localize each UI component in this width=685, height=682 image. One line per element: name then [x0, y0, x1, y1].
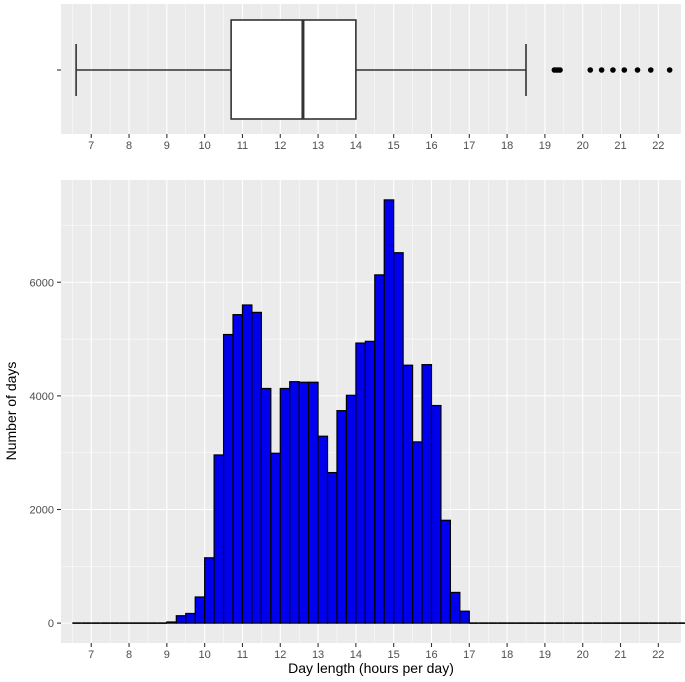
histogram-bar [194, 596, 206, 624]
histogram-x-tick-label: 12 [274, 649, 286, 661]
histogram-x-tick-label: 17 [463, 649, 475, 661]
histogram-y-tick-label: 2000 [30, 504, 54, 516]
outlier-point [634, 67, 641, 73]
histogram-bar [393, 252, 404, 624]
outlier-point [557, 67, 563, 73]
histogram-bar [440, 519, 451, 624]
histogram-x-tick-label: 16 [425, 649, 437, 661]
boxplot-x-tick-label: 21 [614, 140, 626, 152]
boxplot-x-axis: 7 8 9 10 11 12 13 14 15 16 17 18 19 20 21 22 [88, 134, 664, 152]
histogram-bar [374, 274, 385, 624]
histogram-bar [298, 381, 310, 624]
boxplot-x-tick-label: 22 [652, 140, 664, 152]
boxplot-x-tick-label: 20 [577, 140, 589, 152]
histogram-bar [326, 471, 338, 624]
histogram-bar [308, 381, 319, 624]
outlier-point [647, 67, 654, 73]
outlier-point [666, 67, 673, 73]
histogram-bar [383, 199, 395, 624]
outlier-point [598, 67, 605, 73]
histogram-x-axis: 7 8 9 10 11 12 13 14 15 16 17 18 19 20 21 22 [88, 643, 664, 661]
histogram-bar [336, 410, 348, 624]
histogram-bar [204, 557, 215, 624]
histogram-y-tick-label: 6000 [30, 277, 54, 289]
histogram-y-tick-label: 4000 [30, 391, 54, 403]
histogram-bar [449, 591, 461, 624]
histogram-x-tick-label: 20 [577, 649, 589, 661]
boxplot-panel: 7 8 9 10 11 12 13 14 15 16 17 18 19 20 21 22 [57, 4, 681, 152]
boxplot-x-tick-label: 8 [126, 140, 132, 152]
histogram-bar [222, 333, 234, 624]
histogram-x-tick-label: 22 [652, 649, 664, 661]
histogram-panel: 7 8 9 10 11 12 13 14 15 16 17 18 19 20 21 22 0 2000 4000 6… [3, 180, 685, 676]
boxplot-x-tick-label: 17 [463, 140, 475, 152]
histogram-x-tick-label: 7 [88, 649, 94, 661]
boxplot-x-tick-label: 10 [199, 140, 211, 152]
histogram-bar [185, 612, 196, 624]
histogram-bar [232, 314, 244, 624]
boxplot-marks [75, 19, 673, 120]
boxplot-x-tick-label: 7 [88, 140, 94, 152]
histogram-bar [411, 441, 423, 624]
histogram-x-tick-label: 9 [164, 649, 170, 661]
x-axis-title: Day length (hours per day) [288, 660, 454, 676]
histogram-x-tick-label: 10 [199, 649, 211, 661]
histogram-bar [402, 364, 414, 624]
boxplot-x-tick-label: 14 [350, 140, 362, 152]
histogram-bar [317, 435, 329, 624]
boxplot-x-tick-label: 13 [312, 140, 324, 152]
outlier-point [610, 67, 616, 73]
histogram-bar [175, 615, 187, 624]
histogram-bar [459, 610, 470, 624]
histogram-bar [213, 454, 225, 624]
boxplot-x-tick-label: 19 [539, 140, 551, 152]
histogram-x-tick-label: 14 [350, 649, 362, 661]
histogram-bar [260, 387, 272, 624]
histogram-bar [355, 342, 366, 624]
histogram-bar [251, 311, 262, 624]
interquartile-box [230, 19, 357, 120]
boxplot-x-tick-label: 16 [425, 140, 437, 152]
histogram-x-tick-label: 13 [312, 649, 324, 661]
outlier-point [587, 67, 594, 73]
histogram-x-tick-label: 15 [388, 649, 400, 661]
y-axis-title: Number of days [3, 362, 19, 461]
boxplot-panel-background [61, 4, 681, 134]
histogram-bar [241, 304, 253, 624]
histogram-bar [421, 364, 433, 624]
boxplot-x-tick-label: 11 [237, 140, 248, 152]
histogram-x-tick-label: 21 [614, 649, 626, 661]
histogram-bar [430, 404, 442, 624]
outlier-point [621, 67, 628, 73]
boxplot-x-tick-label: 15 [388, 140, 400, 152]
boxplot-x-tick-label: 9 [164, 140, 170, 152]
histogram-bar [270, 452, 281, 624]
histogram-x-tick-label: 8 [126, 649, 132, 661]
histogram-x-tick-label: 11 [237, 649, 248, 661]
histogram-x-tick-label: 19 [539, 649, 551, 661]
histogram-bar [345, 394, 357, 624]
histogram-bars [72, 199, 685, 624]
histogram-x-tick-label: 18 [501, 649, 513, 661]
histogram-bar [166, 621, 177, 624]
histogram-bar [364, 340, 376, 624]
histogram-y-axis: 0 2000 4000 6000 [30, 277, 61, 630]
histogram-bar [279, 387, 291, 624]
histogram-bar [289, 381, 300, 624]
boxplot-x-tick-label: 12 [274, 140, 286, 152]
boxplot-x-tick-label: 18 [501, 140, 513, 152]
histogram-y-tick-label: 0 [48, 618, 54, 630]
